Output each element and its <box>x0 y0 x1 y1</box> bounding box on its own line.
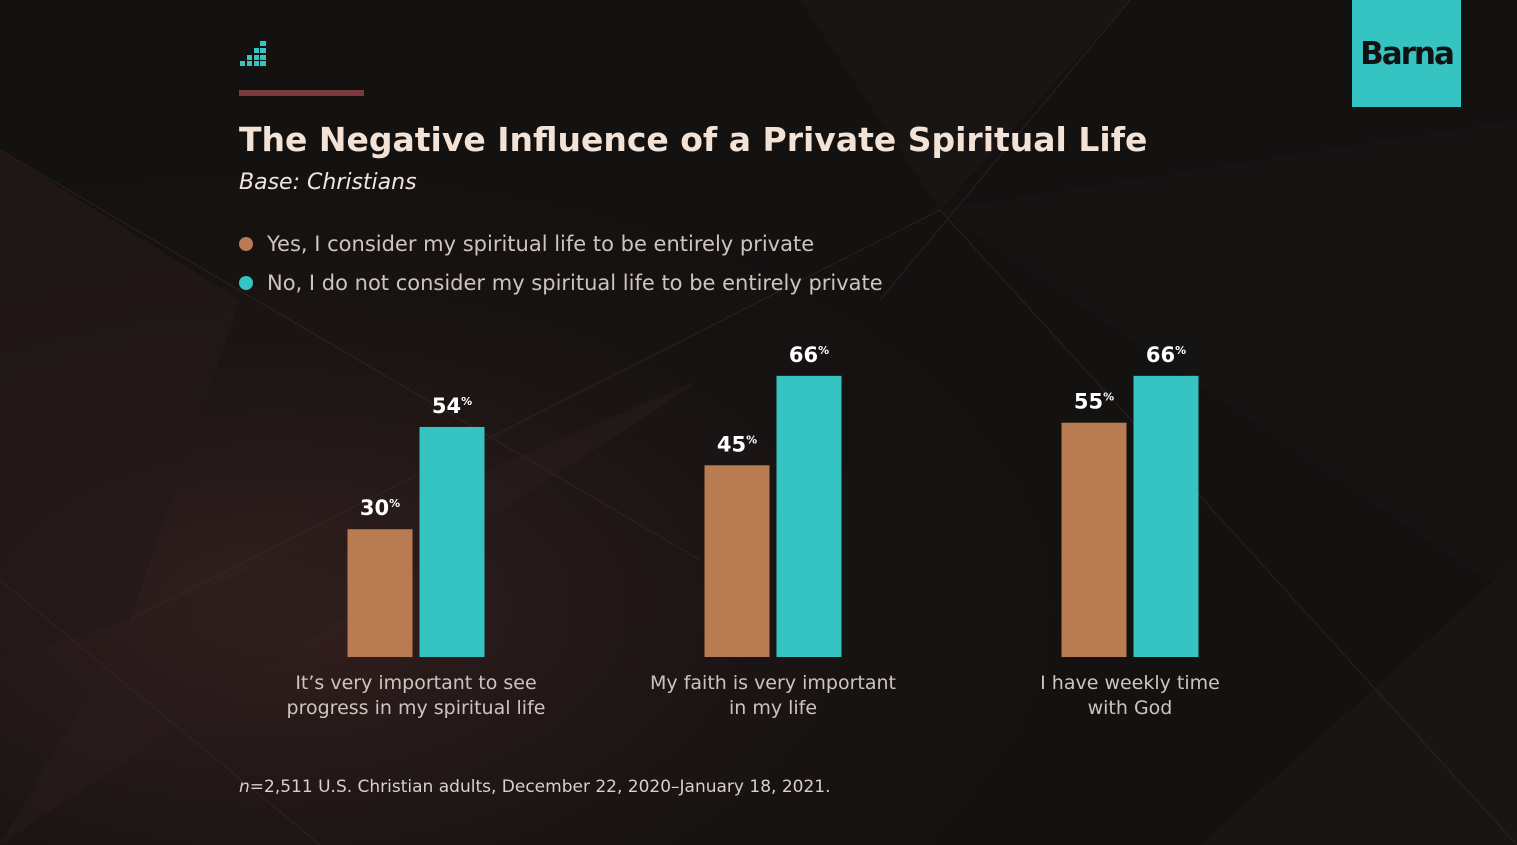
bar-yes-1 <box>347 529 413 657</box>
legend-label-no: No, I do not consider my spiritual life … <box>267 270 883 295</box>
data-label-no-1: 54% <box>432 394 472 418</box>
data-label-yes-2: 45% <box>717 432 757 456</box>
category-label-1: It’s very important to see progress in my… <box>287 672 546 719</box>
legend-swatch-yes <box>239 236 253 251</box>
legend-item-yes: Yes, I consider my spiritual life to be … <box>239 224 883 263</box>
data-label-no-2: 66% <box>789 343 829 367</box>
category-label-3: I have weekly time with God <box>1040 672 1220 719</box>
data-label-no-3: 66% <box>1146 343 1186 367</box>
bar-no-2 <box>776 375 842 657</box>
data-label-yes-1: 30% <box>360 496 400 520</box>
bar-yes-2 <box>704 465 770 657</box>
chart-legend: Yes, I consider my spiritual life to be … <box>239 224 883 302</box>
category-label-2: My faith is very important in my life <box>650 672 896 719</box>
accent-rule <box>239 90 364 96</box>
legend-swatch-no <box>239 275 253 290</box>
bar-yes-3 <box>1061 422 1127 657</box>
legend-item-no: No, I do not consider my spiritual life … <box>239 263 883 302</box>
chart-subtitle: Base: Christians <box>239 170 417 195</box>
bar-no-1 <box>419 426 485 657</box>
chart-logo-icon <box>240 41 266 66</box>
footnote-n: n <box>239 777 250 797</box>
chart-title: The Negative Influence of a Private Spir… <box>239 120 1148 159</box>
footnote: n=2,511 U.S. Christian adults, December … <box>239 777 831 797</box>
barna-logo[interactable]: Barna <box>1352 0 1461 107</box>
data-label-yes-3: 55% <box>1074 390 1114 414</box>
bar-no-3 <box>1133 375 1199 657</box>
footnote-text: =2,511 U.S. Christian adults, December 2… <box>249 777 831 797</box>
legend-label-yes: Yes, I consider my spiritual life to be … <box>267 231 815 256</box>
